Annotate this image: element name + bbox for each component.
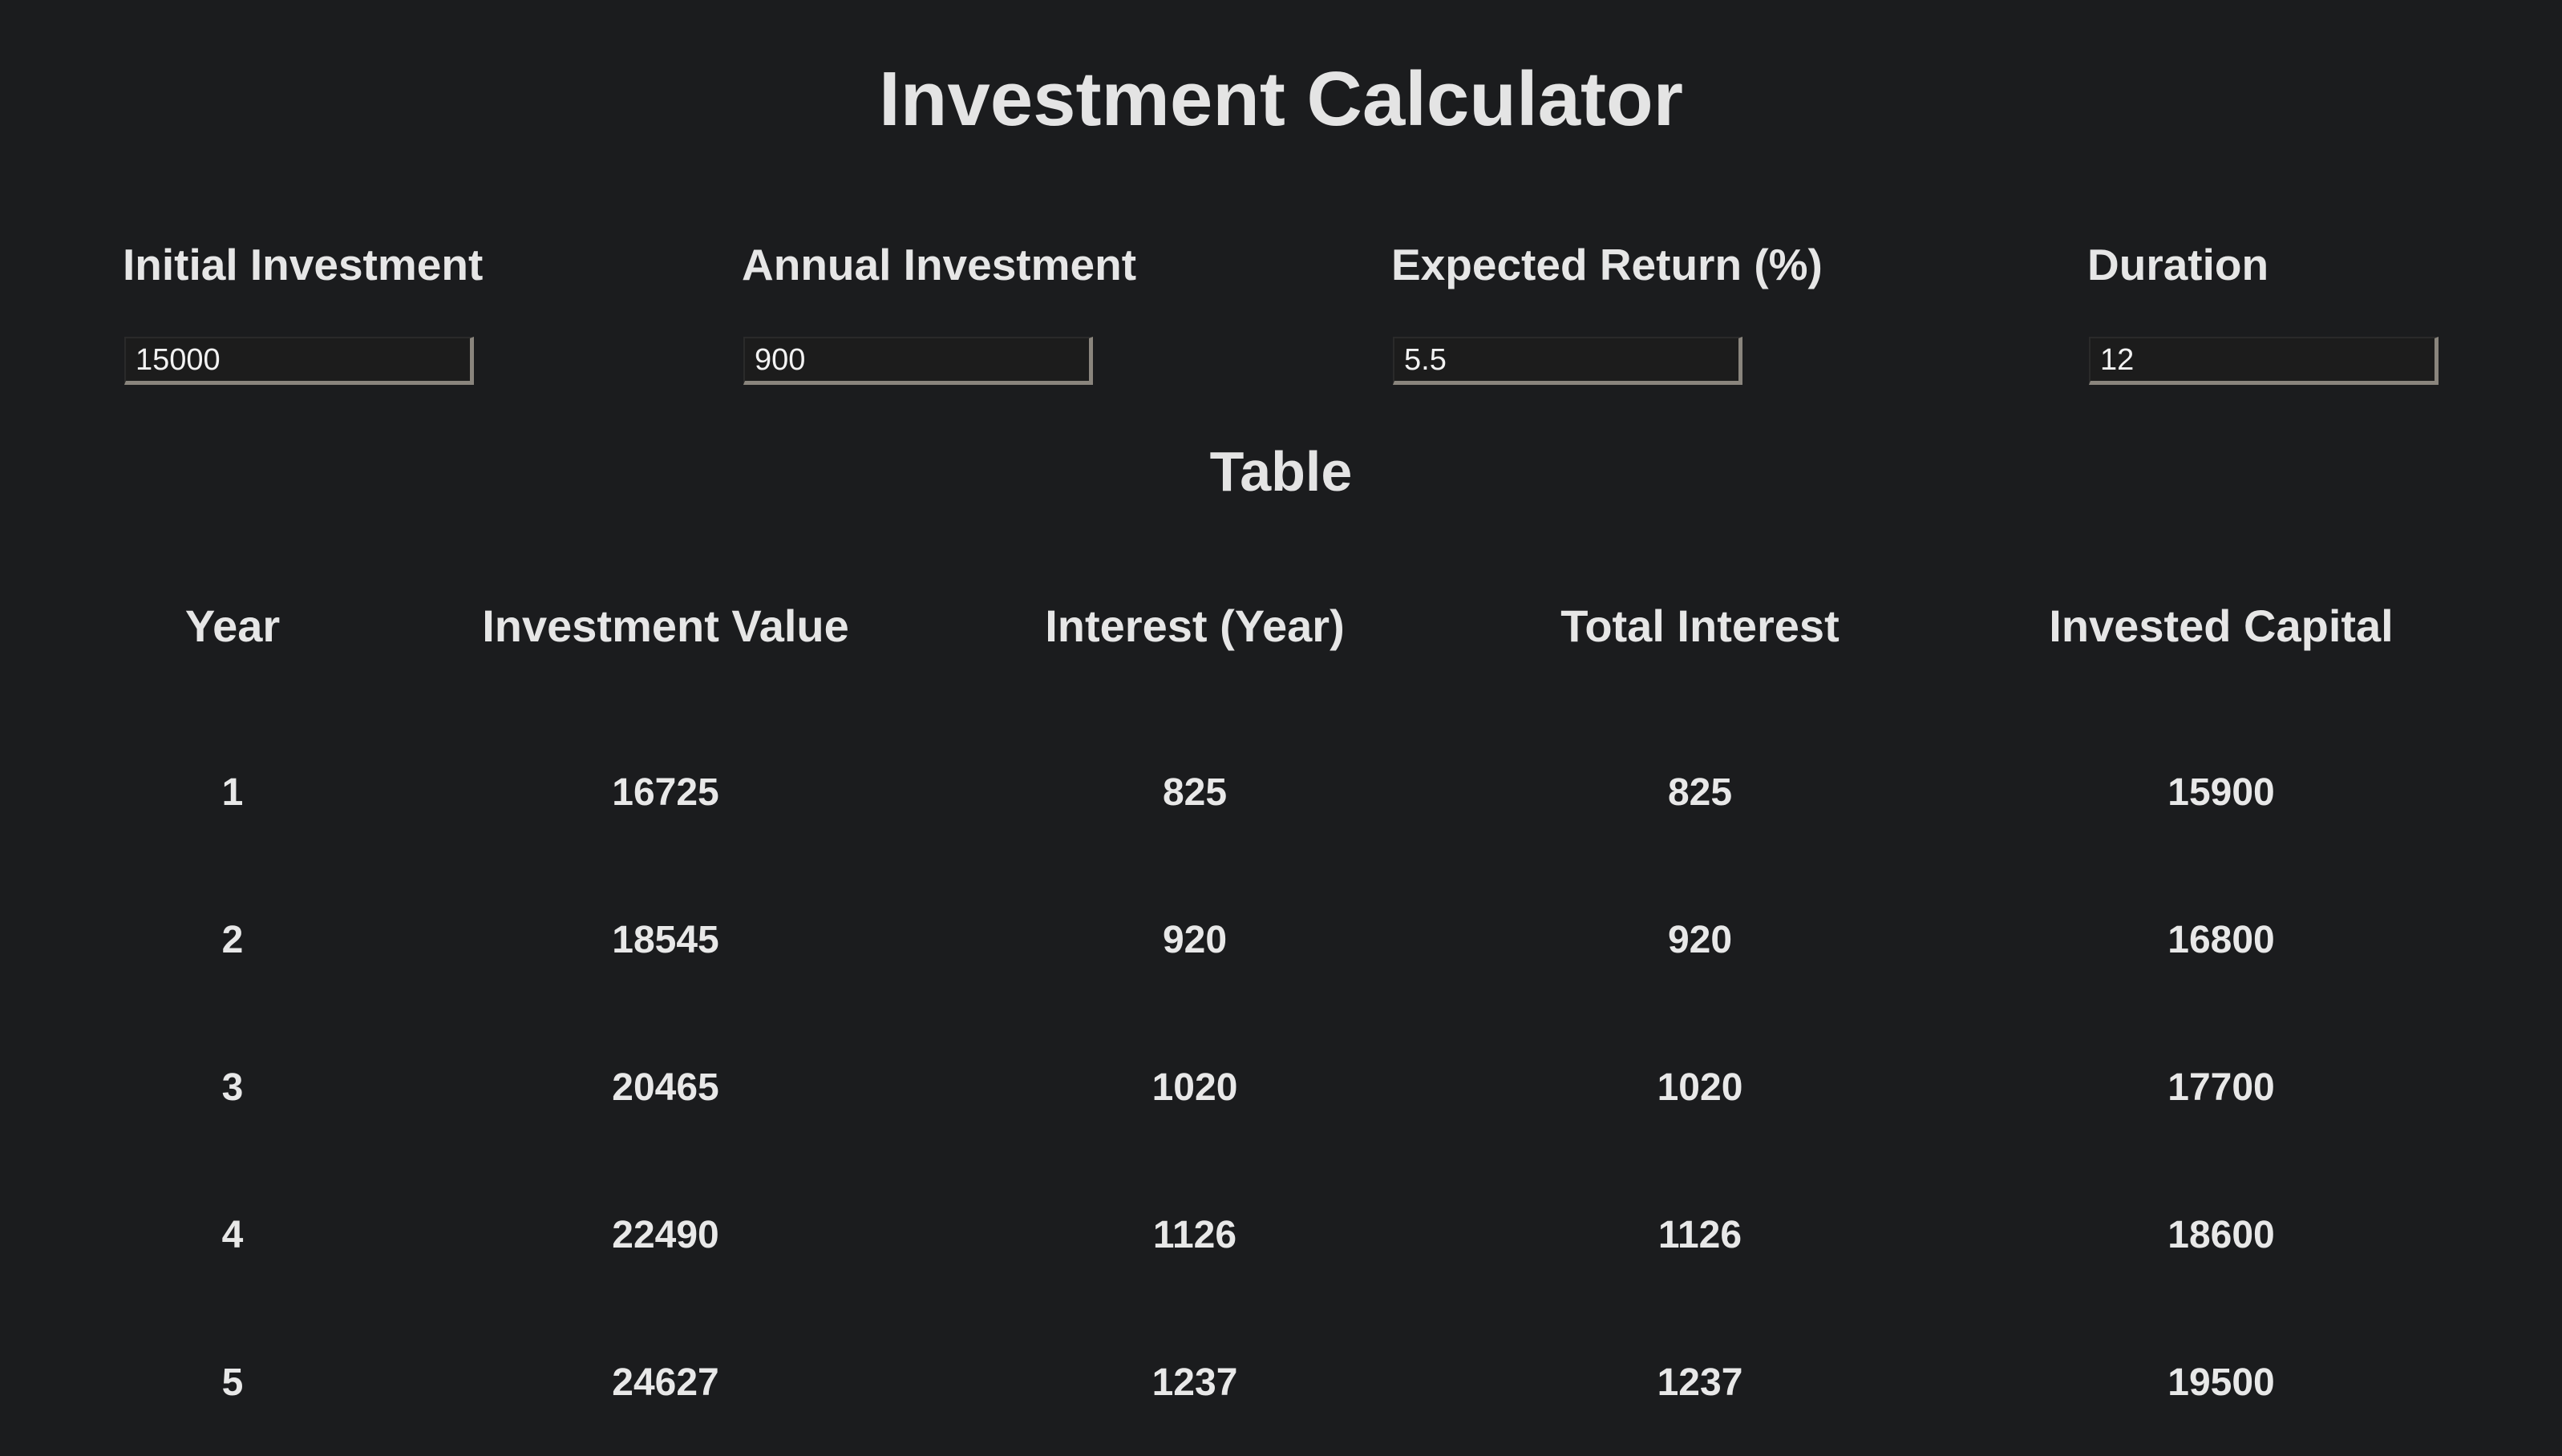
header-total-interest: Total Interest <box>1560 600 1840 651</box>
cell-invested-capital: 19500 <box>2167 1361 2275 1404</box>
initial-investment-field: Initial Investment <box>123 233 484 385</box>
duration-field: Duration <box>2087 233 2439 385</box>
cell-total-interest: 1020 <box>1657 1066 1743 1109</box>
expected-return-field: Expected Return (%) <box>1391 233 1823 385</box>
duration-label: Duration <box>2087 240 2269 289</box>
cell-invested-capital: 15900 <box>2167 770 2275 814</box>
cell-investment-value: 18545 <box>612 918 719 961</box>
cell-interest-year: 920 <box>1162 918 1228 961</box>
table-title: Table <box>1209 440 1353 503</box>
cell-invested-capital: 17700 <box>2167 1066 2275 1109</box>
cell-year: 3 <box>221 1066 244 1109</box>
cell-investment-value: 16725 <box>612 770 719 814</box>
cell-invested-capital: 16800 <box>2167 918 2275 961</box>
initial-investment-label: Initial Investment <box>123 240 484 289</box>
cell-investment-value: 24627 <box>612 1361 719 1404</box>
table-row: 5 24627 1237 1237 19500 <box>80 1308 2486 1456</box>
annual-investment-label: Annual Investment <box>742 240 1137 289</box>
cell-total-interest: 1126 <box>1657 1213 1742 1256</box>
cell-year: 5 <box>221 1361 244 1404</box>
cell-year: 4 <box>221 1213 244 1256</box>
header-invested-capital: Invested Capital <box>2049 600 2394 651</box>
cell-total-interest: 920 <box>1667 918 1733 961</box>
cell-interest-year: 1237 <box>1151 1361 1238 1404</box>
header-investment-value: Investment Value <box>482 600 849 651</box>
header-year: Year <box>184 600 281 651</box>
cell-year: 2 <box>221 918 244 961</box>
table-row: 1 16725 825 825 15900 <box>80 673 2486 866</box>
cell-total-interest: 1237 <box>1657 1361 1743 1404</box>
cell-investment-value: 22490 <box>612 1213 719 1256</box>
annual-investment-input[interactable] <box>743 337 1093 385</box>
initial-investment-input[interactable] <box>124 337 474 385</box>
table-row: 4 22490 1126 1126 18600 <box>80 1161 2486 1308</box>
table-row: 3 20465 1020 1020 17700 <box>80 1013 2486 1161</box>
cell-total-interest: 825 <box>1667 770 1733 814</box>
annual-investment-field: Annual Investment <box>742 233 1137 385</box>
page-title: Investment Calculator <box>879 56 1683 142</box>
expected-return-label: Expected Return (%) <box>1391 240 1823 289</box>
table-row: 2 18545 920 920 16800 <box>80 866 2486 1013</box>
cell-investment-value: 20465 <box>612 1066 719 1109</box>
cell-year: 1 <box>221 770 244 814</box>
results-table: Year Investment Value Interest (Year) To… <box>80 577 2486 1456</box>
expected-return-input[interactable] <box>1393 337 1742 385</box>
cell-invested-capital: 18600 <box>2167 1213 2275 1256</box>
cell-interest-year: 1020 <box>1151 1066 1238 1109</box>
header-interest-year: Interest (Year) <box>1045 600 1345 651</box>
duration-input[interactable] <box>2089 337 2439 385</box>
table-header-row: Year Investment Value Interest (Year) To… <box>80 577 2486 673</box>
cell-interest-year: 825 <box>1162 770 1228 814</box>
cell-interest-year: 1126 <box>1152 1213 1237 1256</box>
